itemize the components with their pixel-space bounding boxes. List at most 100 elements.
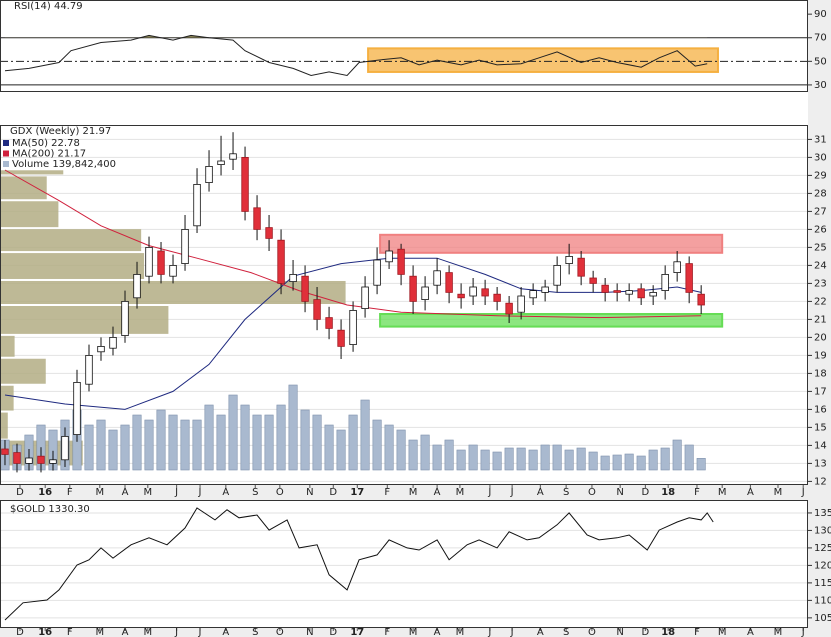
volume-bar <box>204 404 214 471</box>
volume-bar <box>540 444 550 471</box>
candle-body <box>145 246 153 277</box>
x-tick-label: 18 <box>661 627 675 637</box>
x-tick-label: D <box>16 627 24 637</box>
candle-body <box>373 259 381 286</box>
x-tick-label: M <box>456 627 465 637</box>
x-tick-label: D <box>329 487 337 498</box>
y-tick-label: 1350 <box>814 508 831 519</box>
volume-bar <box>228 394 238 471</box>
candle-body <box>85 354 93 385</box>
candle-body <box>61 435 69 461</box>
candle-body <box>613 290 621 293</box>
candle-body <box>169 264 177 277</box>
candle-body <box>253 207 261 230</box>
volume-bar <box>696 458 706 471</box>
legend-label: MA(200) 21.17 <box>12 149 86 160</box>
x-tick-label: J <box>487 627 491 637</box>
legend-label: MA(50) 22.78 <box>12 138 80 149</box>
panel-gap <box>0 92 808 125</box>
panel: 90 70 50 30 <box>0 9 827 91</box>
candle-body <box>25 457 33 464</box>
y-tick-label: 1300 <box>814 525 831 536</box>
x-tick-label: S <box>252 487 258 498</box>
y-tick-label: 15 <box>814 422 827 433</box>
x-tick-label: 18 <box>661 487 675 498</box>
y-tick-label: 16 <box>814 404 827 415</box>
panel-border <box>0 500 808 628</box>
panel-title: RSI(14) 44.79 <box>14 1 83 12</box>
candle-body <box>313 299 321 320</box>
volume-profile-bar <box>0 335 15 357</box>
x-tick-label: N <box>306 627 313 637</box>
x-tick-label: A <box>122 627 129 637</box>
x-tick-label: S <box>563 487 569 498</box>
candle-body <box>325 317 333 329</box>
x-tick-label: M <box>143 627 152 637</box>
y-tick-label: 1200 <box>814 560 831 571</box>
y-tick-label: 31 <box>814 134 827 145</box>
y-tick-label: 13 <box>814 458 827 469</box>
candle-body <box>241 156 249 212</box>
y-tick-label: 19 <box>814 350 827 361</box>
x-tick-label: F <box>384 487 390 498</box>
volume-bar <box>636 455 646 471</box>
volume-bar <box>108 429 118 471</box>
legend-swatch <box>3 150 9 157</box>
x-tick-label: O <box>588 627 596 637</box>
y-tick-label: 12 <box>814 476 827 487</box>
date-strip <box>0 485 808 500</box>
x-tick-label: A <box>434 627 441 637</box>
x-tick-label: N <box>616 487 623 498</box>
x-tick-label: J <box>198 627 202 637</box>
x-tick-label: A <box>434 487 441 498</box>
candle-body <box>553 264 561 286</box>
x-tick-label: F <box>384 627 390 637</box>
y-tick-label: 27 <box>814 206 827 217</box>
candle-body <box>157 250 165 275</box>
volume-bar <box>216 414 226 471</box>
y-tick-label: 18 <box>814 368 827 379</box>
x-tick-label: D <box>642 627 650 637</box>
candle-body <box>505 302 513 315</box>
volume-bar <box>420 434 430 471</box>
x-tick-label: A <box>222 487 229 498</box>
volume-bar <box>192 419 202 471</box>
candle-body <box>481 288 489 297</box>
y-tick-label: 20 <box>814 332 827 343</box>
x-tick-label: J <box>801 487 805 498</box>
candle-body <box>541 286 549 293</box>
volume-bar <box>624 453 634 471</box>
volume-bar <box>660 447 670 471</box>
candle-body <box>625 290 633 295</box>
volume-profile-bar <box>0 280 346 304</box>
candle-body <box>397 248 405 275</box>
volume-bar <box>576 447 586 471</box>
candle-body <box>457 293 465 299</box>
candle-body <box>13 452 21 464</box>
series-line <box>4 507 714 621</box>
x-tick-label: S <box>252 627 258 637</box>
volume-bar <box>552 444 562 471</box>
volume-bar <box>300 409 310 471</box>
candle-body <box>649 291 657 297</box>
candle-body <box>349 309 357 345</box>
volume-bar <box>600 455 610 471</box>
x-tick-label: 17 <box>350 487 364 498</box>
panel: 1050 1100 1150 1200 1250 1300 1350 D 16 F M A M J J A S O… <box>0 507 831 637</box>
volume-bar <box>240 404 250 471</box>
x-tick-label: 16 <box>38 627 52 637</box>
y-tick-label: 22 <box>814 296 827 307</box>
x-tick-label: J <box>198 487 202 498</box>
x-tick-label: D <box>329 627 337 637</box>
volume-bar <box>96 419 106 471</box>
y-tick-label: 1100 <box>814 595 831 606</box>
series-line <box>4 34 708 77</box>
volume-bar <box>528 449 538 471</box>
volume-bar <box>276 404 286 471</box>
legend-swatch <box>3 140 9 146</box>
volume-profile-bar <box>0 229 142 252</box>
x-tick-label: F <box>694 487 700 498</box>
candle-body <box>385 250 393 263</box>
volume-bar <box>492 451 502 471</box>
